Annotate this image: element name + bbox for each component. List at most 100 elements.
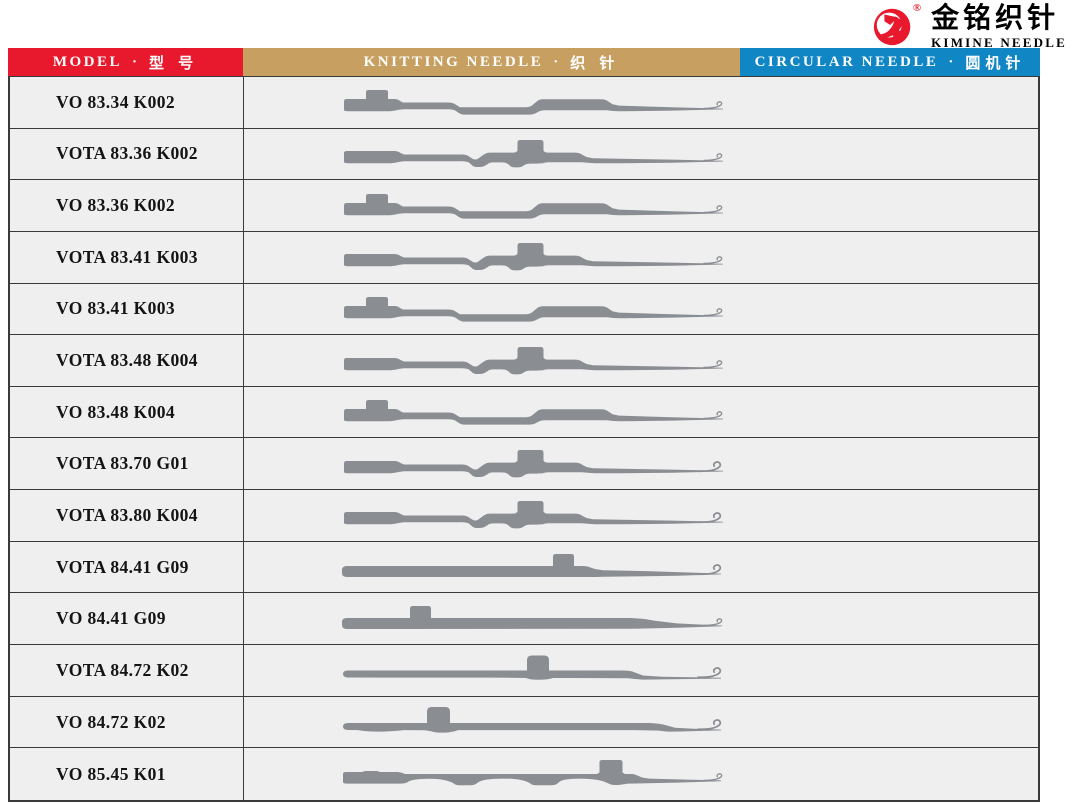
model-cell: VO 83.41 K003 <box>10 283 244 335</box>
header-model-dot: · <box>131 53 137 70</box>
table-row: VOTA 84.72 K02 <box>10 645 1038 697</box>
table-row: VOTA 83.41 K003 <box>10 231 1038 284</box>
table-row: VO 83.48 K004 <box>10 386 1038 439</box>
brand-text: 金铭织针 KIMINE NEEDLE <box>931 3 1067 50</box>
needle-image <box>344 449 723 478</box>
header-knitting-en: KNITTING NEEDLE <box>363 53 544 70</box>
model-cell: VO 83.48 K004 <box>10 386 244 438</box>
needle-cell <box>244 490 1038 541</box>
needle-body <box>344 501 723 529</box>
needle-body <box>344 296 723 322</box>
needle-body <box>343 707 721 733</box>
table-row: VOTA 83.48 K004 <box>10 335 1038 387</box>
needle-image <box>344 139 723 168</box>
needle-hook-icon <box>703 411 723 420</box>
needle-cell <box>244 387 1038 438</box>
table-row: VO 84.72 K02 <box>10 696 1038 749</box>
needle-image <box>344 400 723 425</box>
needle-image <box>342 605 723 629</box>
brand-emblem-icon <box>874 8 911 46</box>
needle-cell <box>244 77 1038 128</box>
header-model-en: MODEL <box>52 53 122 70</box>
table-row: VO 83.41 K003 <box>10 283 1038 336</box>
needle-hook-icon <box>697 512 722 524</box>
brand-emblem: ® <box>871 2 923 49</box>
table-row: VO 84.41 G09 <box>10 593 1038 646</box>
model-label: VO 83.34 K002 <box>56 91 176 112</box>
needle-cell <box>244 284 1038 335</box>
brand-logo: ® 金铭织针 KIMINE NEEDLE <box>871 2 1067 50</box>
table-row: VOTA 83.36 K002 <box>10 128 1038 181</box>
table-row: VO 83.34 K002 <box>10 77 1038 129</box>
model-cell: VOTA 83.41 K003 <box>10 231 244 283</box>
needle-hook-icon <box>703 204 723 213</box>
needle-image <box>344 243 723 271</box>
table-header: MODEL · 型 号 KNITTING NEEDLE · 织 针 CIRCUL… <box>8 48 1040 76</box>
needle-cell <box>244 129 1038 180</box>
needle-body <box>343 655 721 681</box>
model-cell: VOTA 83.36 K002 <box>10 128 244 180</box>
model-cell: VOTA 83.80 K004 <box>10 490 244 541</box>
catalog-table: VO 83.34 K002 VOTA 83.36 K002 VO 83.36 K… <box>8 76 1040 802</box>
needle-cell <box>244 542 1038 593</box>
model-label: VOTA 83.48 K004 <box>56 350 198 371</box>
table-body: VO 83.34 K002 VOTA 83.36 K002 VO 83.36 K… <box>10 77 1038 800</box>
table-row: VOTA 83.80 K004 <box>10 490 1038 542</box>
needle-image <box>342 554 722 578</box>
model-cell: VO 83.36 K002 <box>10 180 244 231</box>
header-knitting-dot: · <box>553 53 559 70</box>
model-label: VO 83.48 K004 <box>56 401 176 422</box>
model-label: VOTA 83.70 G01 <box>56 453 189 474</box>
needle-image <box>343 655 722 681</box>
needle-cell <box>244 232 1038 283</box>
needle-image <box>344 296 723 322</box>
header-circular-dot: · <box>948 53 954 70</box>
model-label: VO 85.45 K01 <box>56 763 166 784</box>
needle-body <box>344 193 723 219</box>
needle-hook-icon <box>697 719 722 731</box>
needle-image <box>343 760 723 786</box>
needle-body <box>344 400 723 425</box>
needle-image <box>344 90 723 115</box>
needle-hook-icon <box>697 667 722 679</box>
model-cell: VO 84.72 K02 <box>10 696 244 748</box>
needle-image <box>344 193 723 219</box>
brand-name-english: KIMINE NEEDLE <box>931 34 1067 50</box>
needle-cell <box>244 645 1038 696</box>
model-cell: VO 83.34 K002 <box>10 77 244 128</box>
header-model-cn: 型 号 <box>149 54 199 72</box>
needle-body <box>342 554 721 578</box>
needle-image <box>344 346 723 374</box>
header-knitting-cn: 织 针 <box>570 54 620 72</box>
header-circular-en: CIRCULAR NEEDLE <box>754 53 939 70</box>
model-label: VOTA 84.72 K02 <box>56 659 189 680</box>
needle-hook-icon <box>703 256 723 265</box>
needle-cell <box>244 335 1038 386</box>
header-circular-cn: 圆机针 <box>965 54 1026 72</box>
needle-body <box>343 760 721 786</box>
model-cell: VO 84.41 G09 <box>10 593 244 645</box>
needle-body <box>344 139 723 168</box>
model-cell: VOTA 83.48 K004 <box>10 335 244 386</box>
needle-hook-icon <box>703 101 723 110</box>
needle-hook-icon <box>697 460 722 472</box>
header-circular-needle: CIRCULAR NEEDLE · 圆机针 <box>740 48 1040 76</box>
model-label: VO 84.72 K02 <box>56 711 166 732</box>
table-row: VO 83.36 K002 <box>10 180 1038 232</box>
needle-cell <box>244 697 1038 748</box>
needle-cell <box>244 438 1038 489</box>
header-knitting-needle: KNITTING NEEDLE · 织 针 <box>243 48 740 76</box>
needle-hook-icon <box>703 773 723 782</box>
model-cell: VO 85.45 K01 <box>10 748 244 800</box>
needle-body <box>344 449 723 478</box>
model-cell: VOTA 83.70 G01 <box>10 438 244 490</box>
needle-image <box>343 707 722 733</box>
model-label: VOTA 84.41 G09 <box>56 556 189 577</box>
header-model: MODEL · 型 号 <box>8 48 243 76</box>
model-label: VO 83.36 K002 <box>56 195 176 216</box>
needle-body <box>344 243 723 271</box>
needle-body <box>342 605 722 629</box>
model-label: VOTA 83.41 K003 <box>56 246 198 267</box>
needle-hook-icon <box>703 359 723 368</box>
needle-hook-icon <box>697 564 722 576</box>
